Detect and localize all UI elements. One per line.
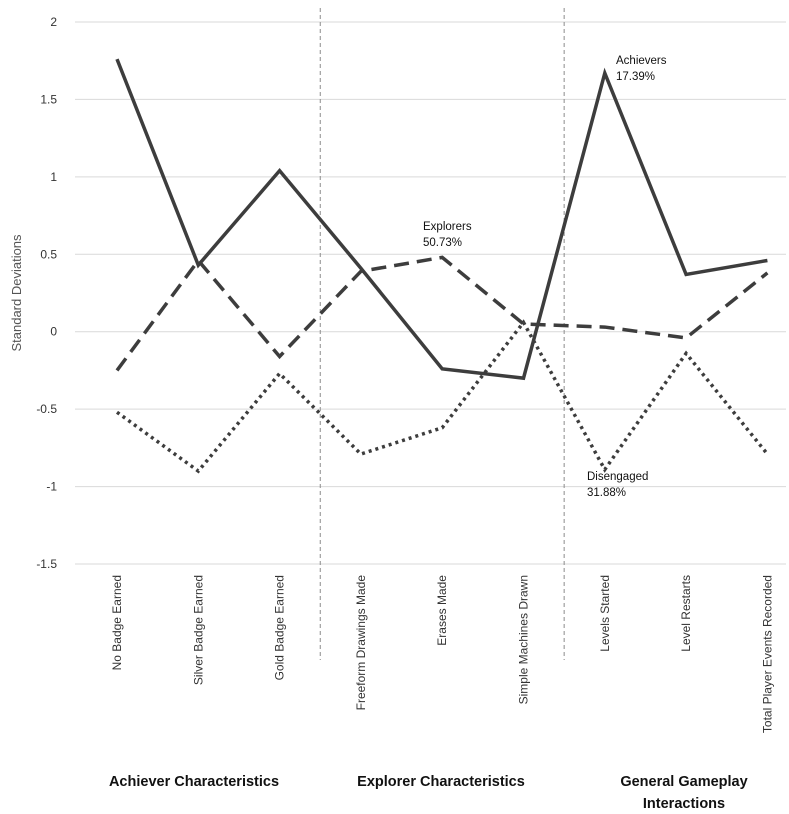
series-line-achievers	[115, 58, 768, 381]
y-tick-label: -1.5	[36, 557, 57, 571]
x-tick-label: Level Restarts	[679, 575, 693, 652]
y-axis: 2 1.5 1 0.5 0 -0.5 -1 -1.5	[36, 15, 57, 571]
x-tick-label: Silver Badge Earned	[191, 575, 205, 685]
x-tick-label: Erases Made	[435, 575, 449, 646]
group-labels: Achiever Characteristics Explorer Charact…	[109, 774, 748, 812]
annotation-label: Explorers	[423, 221, 472, 233]
x-tick-label: Levels Started	[598, 575, 612, 652]
x-axis: No Badge Earned Silver Badge Earned Gold B…	[110, 575, 774, 733]
series-line-disengaged	[115, 319, 769, 474]
annotation-percent: 17.39%	[616, 71, 655, 83]
series	[115, 58, 769, 474]
x-tick-label: Freeform Drawings Made	[354, 575, 368, 711]
y-tick-label: 1	[50, 170, 57, 184]
x-tick-label: Total Player Events Recorded	[760, 575, 774, 733]
y-tick-label: 1.5	[40, 92, 57, 106]
x-tick-label: No Badge Earned	[110, 575, 124, 670]
y-tick-label: 2	[50, 15, 57, 29]
y-axis-label: Standard Deviations	[9, 234, 24, 352]
x-tick-label: Simple Machines Drawn	[517, 575, 531, 704]
y-tick-label: -0.5	[36, 402, 57, 416]
group-dividers	[319, 8, 565, 660]
annotation-percent: 31.88%	[587, 487, 626, 499]
annotation-label: Disengaged	[587, 471, 648, 483]
annotation-percent: 50.73%	[423, 237, 462, 249]
group-label: General Gameplay	[620, 774, 747, 790]
group-label: Interactions	[643, 796, 725, 812]
series-line-explorers	[115, 255, 769, 372]
annotation-label: Achievers	[616, 55, 667, 67]
y-tick-label: 0.5	[40, 247, 57, 261]
x-tick-label: Gold Badge Earned	[273, 575, 287, 680]
y-tick-label: 0	[50, 325, 57, 339]
group-label: Explorer Characteristics	[357, 774, 525, 790]
grid	[75, 21, 786, 565]
annotations: Achievers 17.39% Explorers 50.73% Disengaged…	[423, 55, 667, 499]
y-tick-label: -1	[46, 480, 57, 494]
group-label: Achiever Characteristics	[109, 774, 279, 790]
